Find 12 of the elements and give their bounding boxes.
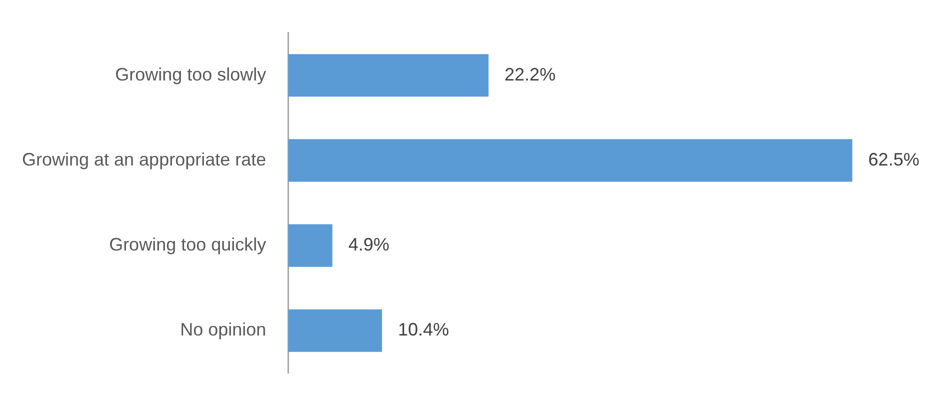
y-tick-label: Growing too slowly — [115, 64, 266, 84]
data-label: 62.5% — [868, 149, 920, 170]
y-tick-label: Growing too quickly — [109, 234, 266, 255]
y-tick-label: No opinion — [180, 320, 266, 340]
bar — [288, 54, 489, 97]
data-label: 4.9% — [348, 234, 390, 255]
y-tick-label: Growing at an appropriate rate — [22, 149, 266, 170]
data-label: 22.2% — [504, 64, 556, 84]
bar — [288, 139, 852, 182]
data-label: 10.4% — [398, 320, 450, 340]
bar — [288, 224, 332, 267]
bar — [288, 309, 382, 352]
